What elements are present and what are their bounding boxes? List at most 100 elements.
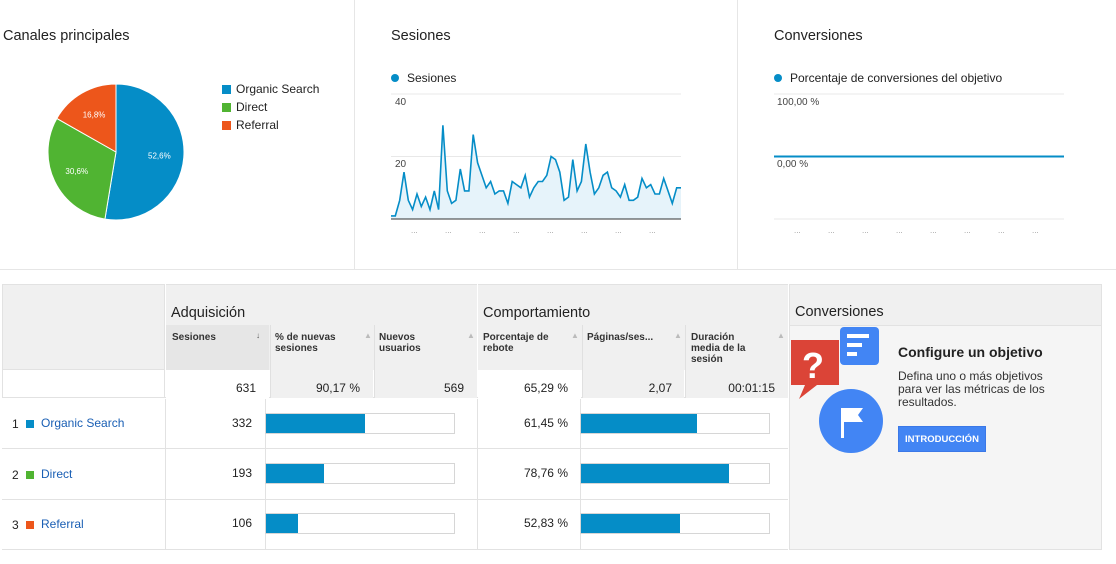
panel-divider xyxy=(737,0,738,269)
sessions-panel: Sesiones Sesiones 40 20 ................… xyxy=(355,0,737,269)
legend-label: Sesiones xyxy=(407,71,457,85)
row-number: 1 xyxy=(12,417,19,431)
totals-cell xyxy=(374,370,477,398)
sessions-share-bar xyxy=(265,413,455,434)
goal-card-title: Conversiones xyxy=(795,304,884,320)
x-tick-label: ... xyxy=(411,226,418,235)
row-link-referral[interactable]: Referral xyxy=(41,517,84,531)
col-header-nuevos-usuarios[interactable] xyxy=(374,325,477,370)
legend-direct[interactable]: Direct xyxy=(222,100,267,114)
flag-glyph xyxy=(841,408,863,438)
introduccion-button[interactable]: INTRODUCCIÓN xyxy=(898,426,986,452)
pie-slice-organic-search[interactable] xyxy=(104,83,185,221)
x-tick-label: ... xyxy=(547,226,554,235)
goal-illustration: ? xyxy=(791,327,883,453)
row-link-organic-search[interactable]: Organic Search xyxy=(41,416,125,430)
sort-arrow-icon[interactable]: ▲ xyxy=(364,331,372,340)
row-bounce: 78,76 % xyxy=(523,466,568,480)
row-link-direct[interactable]: Direct xyxy=(41,467,73,481)
row-sessions: 332 xyxy=(231,416,252,430)
question-mark-icon xyxy=(791,340,839,399)
sessions-series-line[interactable] xyxy=(391,125,681,217)
totals-cell xyxy=(270,370,373,398)
legend-swatch xyxy=(222,102,231,112)
sessions-share-bar xyxy=(265,513,455,534)
totals-cell xyxy=(166,370,269,398)
sessions-title: Sesiones xyxy=(391,28,451,44)
totals-blank xyxy=(2,370,165,398)
row-color-swatch xyxy=(26,471,34,479)
goal-card-header xyxy=(790,285,1101,326)
bounce-rate-fill xyxy=(581,464,730,483)
list-line xyxy=(847,352,857,356)
y-tick-label: 20 xyxy=(395,159,407,170)
x-tick-label: ... xyxy=(828,226,835,235)
section-separator xyxy=(0,269,1116,270)
col-label: Porcentaje de rebote xyxy=(483,332,549,354)
sort-arrow-icon[interactable]: ▲ xyxy=(674,331,682,340)
group-title-adquisicion: Adquisición xyxy=(171,305,246,321)
row-bounce: 61,45 % xyxy=(523,416,568,430)
y-tick-label: 100,00 % xyxy=(777,97,820,108)
sort-arrow-icon[interactable]: ▲ xyxy=(777,331,785,340)
channels-pie-chart: 52,6% 30,6% 16,8% xyxy=(47,83,185,221)
col-label: Duración media de la sesión xyxy=(691,332,746,365)
group-title-comportamiento: Comportamiento xyxy=(483,305,591,321)
question-mark-glyph: ? xyxy=(802,345,824,386)
sessions-share-bar xyxy=(265,463,455,484)
sessions-legend[interactable]: Sesiones xyxy=(391,71,456,85)
pie-slice-label: 16,8% xyxy=(83,110,106,119)
bounce-rate-fill xyxy=(581,514,681,533)
col-label: Sesiones xyxy=(172,332,216,343)
legend-referral[interactable]: Referral xyxy=(222,118,279,132)
col-header-nuevas-sesiones[interactable] xyxy=(270,325,373,370)
x-tick-label: ... xyxy=(930,226,937,235)
x-tick-label: ... xyxy=(794,226,801,235)
x-tick-label: ... xyxy=(615,226,622,235)
row-bounce: 52,83 % xyxy=(523,516,568,530)
pie-slice-label: 52,6% xyxy=(148,152,171,161)
bounce-rate-bar xyxy=(580,413,770,434)
total-new-users: 569 xyxy=(443,381,464,395)
legend-swatch xyxy=(222,120,231,130)
legend-swatch xyxy=(222,84,231,94)
header-blank-cell xyxy=(2,284,165,370)
bounce-rate-fill xyxy=(581,414,697,433)
total-new-sessions: 90,17 % xyxy=(315,381,360,395)
conversions-legend[interactable]: Porcentaje de conversiones del objetivo xyxy=(774,71,1002,85)
col-header-rebote[interactable] xyxy=(478,325,581,370)
x-tick-label: ... xyxy=(649,226,656,235)
total-pages-per-session: 2,07 xyxy=(648,381,672,395)
col-label: Nuevos usuarios xyxy=(379,332,421,354)
channels-table: Adquisición Comportamiento Sesiones ↓ % … xyxy=(2,284,788,550)
sort-arrow-icon[interactable]: ↓ xyxy=(256,331,260,340)
legend-label: Organic Search xyxy=(236,82,320,96)
channels-panel: Canales principales 52,6% 30,6% 16,8% Orga… xyxy=(0,0,354,269)
row-number: 2 xyxy=(12,468,19,482)
pie-slice-direct[interactable] xyxy=(47,117,117,220)
column-separator xyxy=(477,399,478,550)
total-bounce: 65,29 % xyxy=(523,381,568,395)
pie-slice-label: 30,6% xyxy=(65,167,88,176)
x-tick-label: ... xyxy=(998,226,1005,235)
sort-arrow-icon[interactable]: ▲ xyxy=(571,331,579,340)
pie-slice-referral[interactable] xyxy=(56,83,117,153)
list-line xyxy=(847,334,869,338)
conversions-title: Conversiones xyxy=(774,28,863,44)
x-tick-label: ... xyxy=(964,226,971,235)
sort-arrow-icon[interactable]: ▲ xyxy=(467,331,475,340)
x-tick-label: ... xyxy=(445,226,452,235)
col-header-paginas[interactable] xyxy=(582,325,684,370)
legend-label: Direct xyxy=(236,100,268,114)
row-color-swatch xyxy=(26,420,34,428)
col-header-sesiones[interactable] xyxy=(166,325,269,370)
sessions-share-fill xyxy=(266,514,298,533)
sessions-share-fill xyxy=(266,414,365,433)
col-header-duracion[interactable] xyxy=(685,325,788,370)
goal-title: Configure un objetivo xyxy=(898,344,1043,360)
bounce-rate-bar xyxy=(580,513,770,534)
legend-organic-search[interactable]: Organic Search xyxy=(222,82,319,96)
row-number: 3 xyxy=(12,518,19,532)
row-sessions: 193 xyxy=(231,466,252,480)
legend-label: Referral xyxy=(236,118,279,132)
